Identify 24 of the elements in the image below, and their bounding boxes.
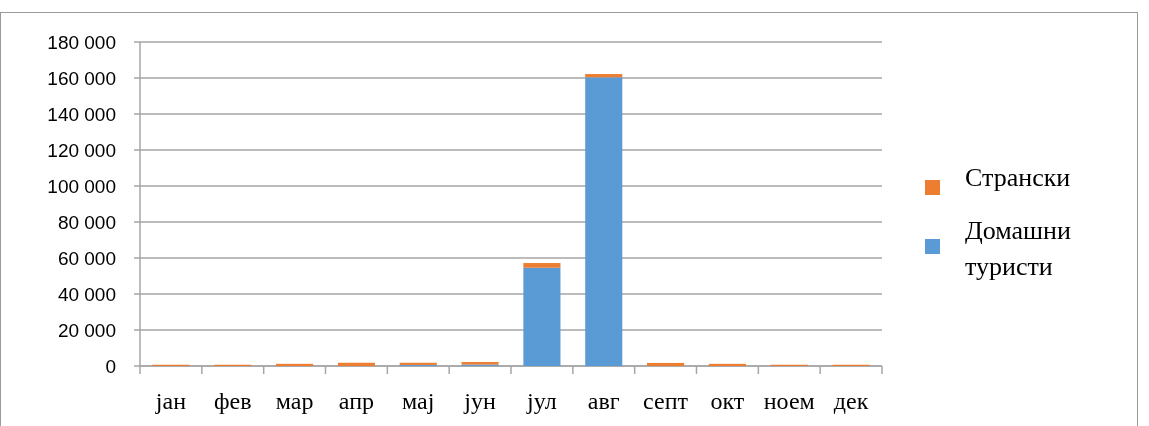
legend-label: Странски [965,162,1071,192]
x-tick-label: мар [275,388,314,414]
legend-label: Домашни туристи [965,215,1071,281]
y-tick-label: 40 000 [57,283,116,305]
y-tick-label: 60 000 [57,247,116,269]
x-tick-label: окт [710,388,745,414]
x-tick-label: авг [587,388,620,414]
y-tick-label: 160 000 [47,67,116,89]
x-tick-label: јун [463,388,496,414]
x-tick-label: септ [643,388,689,414]
y-tick-label: 120 000 [47,139,116,161]
x-tick-label: јул [526,388,557,414]
x-tick-label: апр [338,388,375,414]
x-tick-label: јан [154,388,187,414]
x-tick-label: дек [833,388,869,414]
y-tick-label: 140 000 [47,103,116,125]
y-tick-label: 80 000 [57,211,116,233]
y-tick-label: 100 000 [47,175,116,197]
y-tick-label: 180 000 [47,31,116,53]
x-tick-label: мај [402,388,435,414]
y-tick-label: 20 000 [57,319,116,341]
x-tick-label: ноем [763,388,815,414]
y-tick-label: 0 [105,355,116,377]
x-tick-label: фев [213,388,252,414]
